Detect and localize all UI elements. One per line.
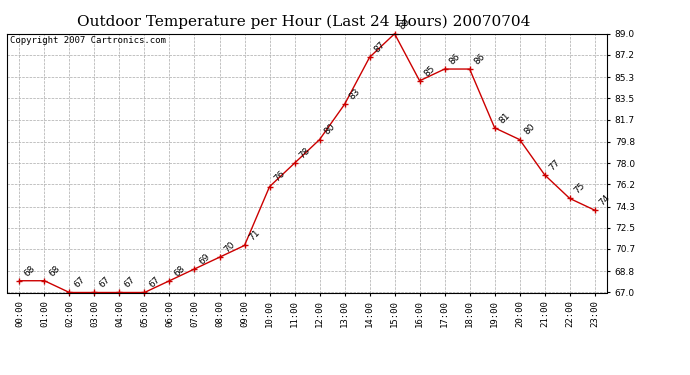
Text: 67: 67 — [72, 275, 87, 290]
Text: 68: 68 — [172, 264, 187, 278]
Text: 77: 77 — [547, 158, 562, 172]
Text: 70: 70 — [222, 240, 237, 255]
Text: 80: 80 — [522, 122, 537, 137]
Text: 76: 76 — [273, 170, 287, 184]
Text: 68: 68 — [47, 264, 61, 278]
Text: 68: 68 — [22, 264, 37, 278]
Text: Copyright 2007 Cartronics.com: Copyright 2007 Cartronics.com — [10, 36, 166, 45]
Text: 89: 89 — [397, 16, 412, 31]
Text: 71: 71 — [247, 228, 262, 243]
Text: 87: 87 — [373, 40, 387, 54]
Text: 81: 81 — [497, 111, 512, 125]
Text: 69: 69 — [197, 252, 212, 266]
Text: Outdoor Temperature per Hour (Last 24 Hours) 20070704: Outdoor Temperature per Hour (Last 24 Ho… — [77, 15, 531, 29]
Text: 67: 67 — [147, 275, 161, 290]
Text: 80: 80 — [322, 122, 337, 137]
Text: 86: 86 — [473, 52, 487, 66]
Text: 83: 83 — [347, 87, 362, 102]
Text: 67: 67 — [122, 275, 137, 290]
Text: 85: 85 — [422, 63, 437, 78]
Text: 67: 67 — [97, 275, 112, 290]
Text: 75: 75 — [573, 181, 587, 196]
Text: 78: 78 — [297, 146, 312, 160]
Text: 86: 86 — [447, 52, 462, 66]
Text: 74: 74 — [598, 193, 612, 207]
